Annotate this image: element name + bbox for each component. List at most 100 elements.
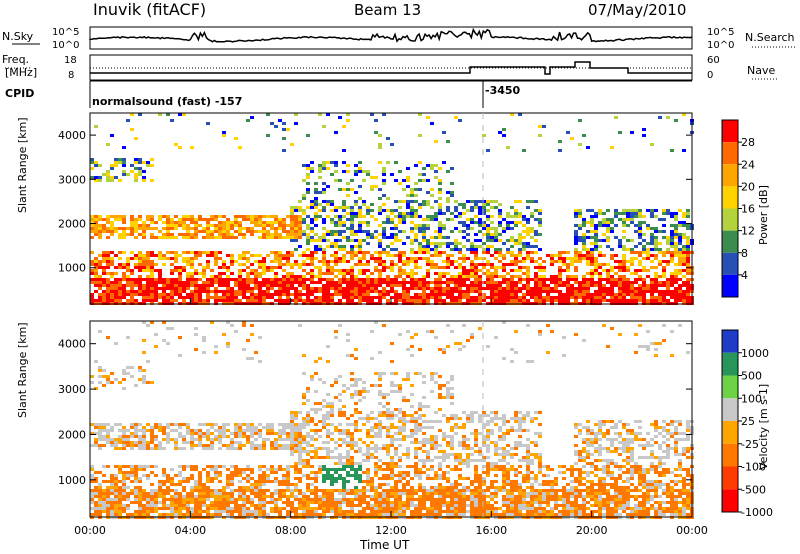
data-cell xyxy=(214,215,218,218)
data-cell xyxy=(418,224,422,227)
data-cell xyxy=(510,236,514,239)
data-cell xyxy=(134,179,138,182)
data-cell xyxy=(238,281,242,284)
data-cell xyxy=(474,245,478,248)
data-cell xyxy=(378,275,382,278)
data-cell xyxy=(282,284,286,287)
data-cell xyxy=(482,206,486,209)
data-cell xyxy=(194,236,198,239)
data-cell xyxy=(354,492,358,495)
data-cell xyxy=(578,143,582,146)
data-cell xyxy=(538,221,542,224)
data-cell xyxy=(314,360,318,363)
data-cell xyxy=(218,426,222,429)
data-cell xyxy=(558,140,562,143)
data-cell xyxy=(530,227,534,230)
data-cell xyxy=(354,504,358,507)
data-cell xyxy=(566,299,570,302)
data-cell xyxy=(558,275,562,278)
data-cell xyxy=(370,429,374,432)
data-cell xyxy=(590,278,594,281)
data-cell xyxy=(590,218,594,221)
data-cell xyxy=(118,507,122,510)
data-cell xyxy=(466,209,470,212)
data-cell xyxy=(306,224,310,227)
data-cell xyxy=(242,471,246,474)
data-cell xyxy=(306,257,310,260)
data-cell xyxy=(262,483,266,486)
data-cell xyxy=(650,287,654,290)
data-cell xyxy=(378,260,382,263)
data-cell xyxy=(342,278,346,281)
data-cell xyxy=(378,197,382,200)
data-cell xyxy=(94,218,98,221)
data-cell xyxy=(162,468,166,471)
data-cell xyxy=(178,447,182,450)
data-cell xyxy=(126,336,130,339)
data-cell xyxy=(398,182,402,185)
data-cell xyxy=(682,269,686,272)
data-cell xyxy=(278,498,282,501)
data-cell xyxy=(98,510,102,513)
data-cell xyxy=(286,471,290,474)
data-cell xyxy=(250,233,254,236)
data-cell xyxy=(350,218,354,221)
data-cell xyxy=(238,474,242,477)
data-cell xyxy=(530,257,534,260)
data-cell xyxy=(226,498,230,501)
data-cell xyxy=(202,510,206,513)
data-cell xyxy=(550,257,554,260)
data-cell xyxy=(518,221,522,224)
data-cell xyxy=(294,263,298,266)
data-cell xyxy=(326,432,330,435)
data-cell xyxy=(90,263,94,266)
data-cell xyxy=(650,236,654,239)
data-cell xyxy=(118,281,122,284)
data-cell xyxy=(550,287,554,290)
data-cell xyxy=(330,296,334,299)
data-cell xyxy=(458,290,462,293)
data-cell xyxy=(246,257,250,260)
data-cell xyxy=(362,287,366,290)
data-cell xyxy=(354,381,358,384)
data-cell xyxy=(682,236,686,239)
data-cell xyxy=(98,381,102,384)
data-cell xyxy=(666,260,670,263)
data-cell xyxy=(254,218,258,221)
data-cell xyxy=(334,429,338,432)
data-cell xyxy=(210,447,214,450)
data-cell xyxy=(238,299,242,302)
data-cell xyxy=(214,435,218,438)
data-cell xyxy=(490,254,494,257)
data-cell xyxy=(298,206,302,209)
data-cell xyxy=(302,251,306,254)
data-cell xyxy=(262,504,266,507)
data-cell xyxy=(342,287,346,290)
data-cell xyxy=(466,257,470,260)
data-cell xyxy=(402,242,406,245)
data-cell xyxy=(462,203,466,206)
data-cell xyxy=(114,477,118,480)
data-cell xyxy=(302,284,306,287)
data-cell xyxy=(102,480,106,483)
data-cell xyxy=(146,465,150,468)
data-cell xyxy=(602,221,606,224)
data-cell xyxy=(322,468,326,471)
data-cell xyxy=(110,284,114,287)
data-cell xyxy=(206,432,210,435)
data-cell xyxy=(166,230,170,233)
data-cell xyxy=(486,218,490,221)
data-cell xyxy=(318,408,322,411)
data-cell xyxy=(406,290,410,293)
data-cell xyxy=(470,218,474,221)
data-cell xyxy=(130,257,134,260)
data-cell xyxy=(634,290,638,293)
data-cell xyxy=(302,372,306,375)
data-cell xyxy=(114,290,118,293)
data-cell xyxy=(130,227,134,230)
data-cell xyxy=(330,468,334,471)
data-cell xyxy=(198,507,202,510)
data-cell xyxy=(106,507,110,510)
data-cell xyxy=(562,296,566,299)
data-cell xyxy=(246,423,250,426)
